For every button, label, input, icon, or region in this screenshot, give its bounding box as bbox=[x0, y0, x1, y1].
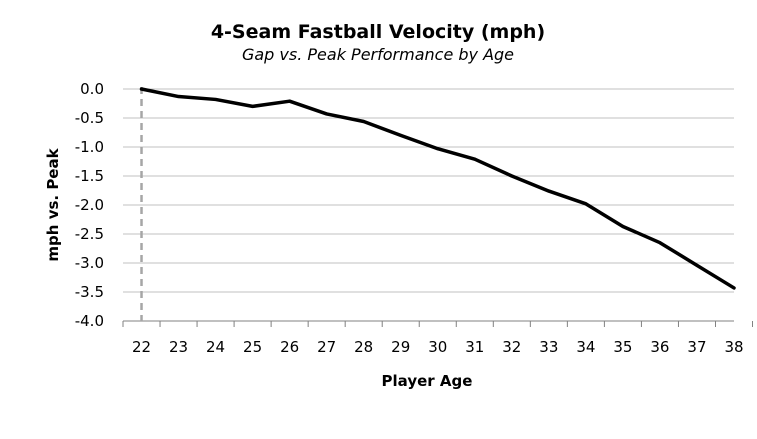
data-point bbox=[695, 263, 699, 267]
x-tick-label: 22 bbox=[132, 338, 151, 356]
data-point bbox=[621, 224, 625, 228]
y-tick-label: -3.5 bbox=[75, 283, 104, 301]
x-tick-label: 34 bbox=[576, 338, 595, 356]
y-tick-label: 0.0 bbox=[80, 80, 104, 98]
data-point bbox=[584, 202, 588, 206]
x-tick-label: 32 bbox=[502, 338, 521, 356]
x-tick-label: 26 bbox=[280, 338, 299, 356]
x-tick-label: 37 bbox=[687, 338, 706, 356]
x-tick-label: 25 bbox=[243, 338, 262, 356]
data-point bbox=[177, 95, 181, 99]
y-tick-label: -1.5 bbox=[75, 167, 104, 185]
y-tick-label: -1.0 bbox=[75, 138, 104, 156]
x-tick-labels: 22 23 24 25 26 27 28 29 30 31 32 33 34 35 36 37 38 bbox=[132, 338, 744, 356]
x-tick-label: 35 bbox=[613, 338, 632, 356]
x-tick-label: 30 bbox=[428, 338, 447, 356]
x-tick-label: 27 bbox=[317, 338, 336, 356]
data-point bbox=[288, 99, 292, 103]
x-axis-label: Player Age bbox=[382, 372, 473, 390]
y-tick-label: -0.5 bbox=[75, 109, 104, 127]
y-tick-label: -3.0 bbox=[75, 254, 104, 272]
gridlines bbox=[123, 88, 734, 322]
x-tick-label: 33 bbox=[539, 338, 558, 356]
series-line bbox=[139, 87, 736, 290]
y-tick-labels: 0.0 -0.5 -1.0 -1.5 -2.0 -2.5 -3.0 -3.5 -4.0 bbox=[75, 80, 104, 330]
x-tick-label: 36 bbox=[650, 338, 669, 356]
x-tick-label: 31 bbox=[465, 338, 484, 356]
data-point bbox=[436, 147, 440, 151]
x-tick-label: 23 bbox=[169, 338, 188, 356]
y-axis-label: mph vs. Peak bbox=[44, 147, 62, 261]
x-tick-label: 29 bbox=[391, 338, 410, 356]
data-point bbox=[732, 286, 736, 290]
data-point bbox=[251, 104, 255, 108]
x-axis bbox=[122, 320, 754, 327]
chart-title: 4-Seam Fastball Velocity (mph) bbox=[211, 21, 545, 43]
data-point bbox=[140, 87, 144, 91]
data-point bbox=[658, 241, 662, 245]
data-point bbox=[399, 133, 403, 137]
y-tick-label: -4.0 bbox=[75, 312, 104, 330]
data-point bbox=[473, 157, 477, 161]
series-layer bbox=[139, 87, 736, 290]
data-point bbox=[547, 189, 551, 193]
x-tick-label: 28 bbox=[354, 338, 373, 356]
data-point bbox=[362, 119, 366, 123]
chart-subtitle: Gap vs. Peak Performance by Age bbox=[242, 45, 514, 64]
data-point bbox=[325, 112, 329, 116]
x-tick-label: 38 bbox=[724, 338, 743, 356]
x-tick-label: 24 bbox=[206, 338, 225, 356]
y-tick-label: -2.5 bbox=[75, 225, 104, 243]
data-point bbox=[510, 174, 514, 178]
data-point bbox=[214, 97, 218, 101]
y-tick-label: -2.0 bbox=[75, 196, 104, 214]
